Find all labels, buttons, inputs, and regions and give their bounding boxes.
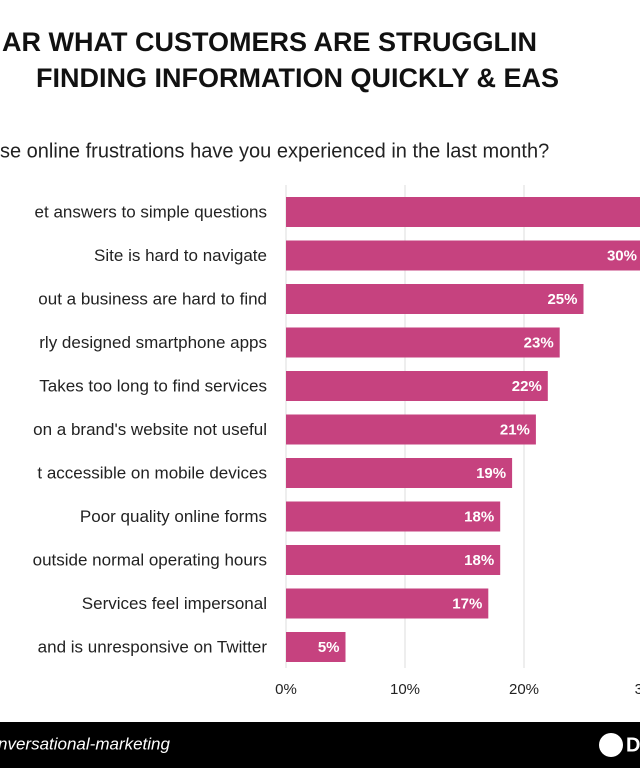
chart-title: AR WHAT CUSTOMERS ARE STRUGGLIN (2, 27, 537, 57)
bar (286, 197, 640, 227)
bar (286, 588, 489, 619)
bar (286, 371, 548, 401)
bar (286, 632, 346, 662)
x-tick-label: 0% (275, 681, 297, 698)
chart-subtitle: se online frustrations have you experien… (0, 140, 549, 162)
category-label: t accessible on mobile devices (37, 463, 267, 482)
x-tick-label: 10% (390, 681, 420, 698)
value-label: 22% (512, 378, 542, 395)
category-label: and is unresponsive on Twitter (38, 637, 268, 656)
bar (286, 414, 536, 445)
category-label: et answers to simple questions (35, 202, 267, 221)
value-label: 23% (524, 334, 554, 351)
bar (286, 284, 584, 314)
bar (286, 501, 501, 532)
value-label: 5% (318, 639, 340, 656)
category-label: Site is hard to navigate (94, 246, 267, 265)
bar (286, 327, 560, 358)
value-label: 25% (547, 291, 577, 308)
logo-text: D (626, 734, 640, 756)
value-label: 21% (500, 421, 530, 438)
category-label: Poor quality online forms (80, 507, 267, 526)
x-tick-label: 20% (509, 681, 539, 698)
bar (286, 458, 513, 488)
value-label: 19% (476, 465, 506, 482)
value-label: 18% (464, 508, 494, 525)
value-label: 18% (464, 552, 494, 569)
bar (286, 545, 501, 575)
category-label: Services feel impersonal (82, 594, 267, 613)
footer-bar (0, 722, 640, 768)
category-label: rly designed smartphone apps (39, 333, 267, 352)
category-label: out a business are hard to find (38, 289, 267, 308)
value-label: 30% (607, 247, 637, 264)
category-label: outside normal operating hours (33, 550, 267, 569)
bar (286, 240, 640, 271)
category-label: Takes too long to find services (39, 376, 267, 395)
chart-title: FINDING INFORMATION QUICKLY & EAS (36, 63, 559, 93)
footer-text: nversational-marketing (0, 734, 171, 753)
x-tick-label: 30 (635, 681, 640, 698)
category-label: on a brand's website not useful (33, 420, 267, 439)
value-label: 17% (452, 595, 482, 612)
logo-icon (599, 733, 623, 757)
